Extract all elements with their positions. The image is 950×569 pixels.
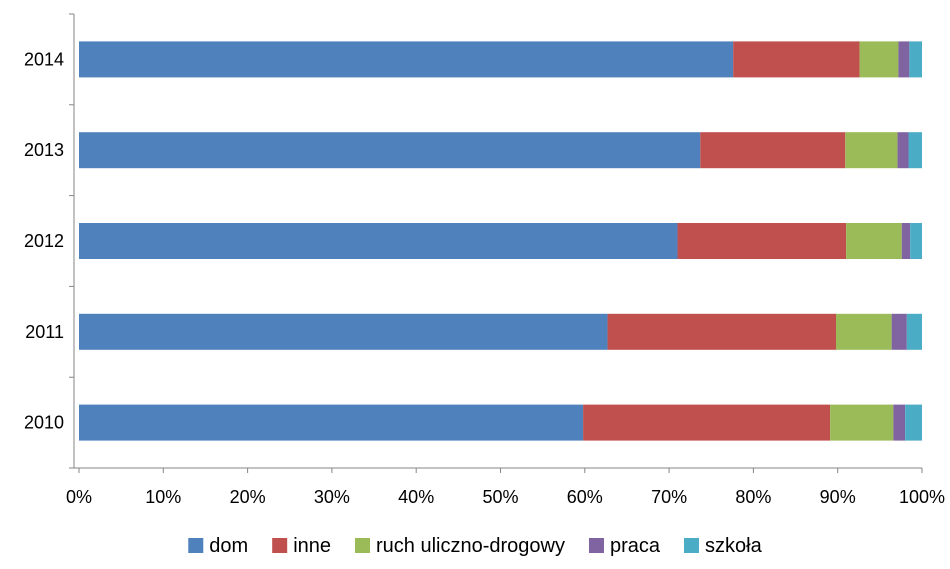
legend-item-dom: dom [188, 535, 248, 557]
bar-segment-2012-inne [677, 223, 847, 259]
legend-swatch [684, 538, 700, 553]
category-label-2012: 2012 [24, 231, 64, 251]
legend-label: ruch uliczno-drogowy [376, 535, 565, 557]
bar-segment-2013-dom [79, 132, 701, 169]
legend-label: dom [209, 535, 248, 557]
legend-label: praca [610, 535, 661, 557]
legend-swatch [588, 538, 604, 553]
legend-swatch [188, 538, 204, 553]
bar-segment-2013-szkoła [908, 132, 922, 169]
x-tick-label: 60% [567, 487, 603, 507]
bar-segment-2010-inne [583, 404, 831, 441]
bar-segment-2014-praca [898, 41, 910, 78]
bar-segment-2012-szkoła [910, 223, 922, 259]
labels-layer: 2010 2011 2012 2013 2014 0% 10% 20% 30% 40% 50% 60%… [24, 49, 945, 507]
bar-segment-2012-praca [901, 223, 911, 259]
bar-segment-2013-inne [700, 132, 846, 169]
bar-segment-2013-praca [897, 132, 909, 169]
x-tick-label: 0% [66, 487, 92, 507]
bars-layer [79, 41, 922, 441]
legend-item-praca: praca [588, 535, 661, 557]
x-tick-label: 20% [230, 487, 266, 507]
bar-segment-2010-ruch-uliczno-drogowy [830, 404, 894, 441]
bar-segment-2011-dom [79, 313, 608, 350]
x-tick-label: 90% [820, 487, 856, 507]
bar-segment-2011-inne [607, 313, 837, 350]
category-label-2010: 2010 [24, 413, 64, 433]
x-tick-label: 50% [482, 487, 518, 507]
bar-segment-2014-inne [733, 41, 860, 78]
legend-item-ruch-uliczno-drogowy: ruch uliczno-drogowy [355, 535, 565, 557]
x-tick-label: 70% [651, 487, 687, 507]
bar-segment-2010-praca [893, 404, 906, 441]
bar-segment-2014-szkoła [909, 41, 922, 78]
x-tick-label: 30% [314, 487, 350, 507]
legend-swatch [355, 538, 370, 553]
bar-segment-2011-szkoła [906, 313, 922, 350]
x-tick-label: 100% [899, 487, 945, 507]
bar-segment-2010-szkoła [905, 404, 922, 441]
bar-segment-2012-ruch-uliczno-drogowy [846, 223, 902, 259]
category-label-2013: 2013 [24, 140, 64, 160]
axes-layer [69, 13, 923, 473]
bar-segment-2011-praca [891, 313, 907, 350]
bar-segment-2012-dom [79, 223, 678, 259]
bar-segment-2014-dom [79, 41, 734, 78]
bar-segment-2014-ruch-uliczno-drogowy [859, 41, 899, 78]
legend-item-szkoła: szkoła [684, 535, 763, 557]
bar-segment-2011-ruch-uliczno-drogowy [836, 313, 892, 350]
x-tick-label: 40% [398, 487, 434, 507]
bar-segment-2010-dom [79, 404, 584, 441]
category-label-2014: 2014 [24, 49, 64, 69]
legend: dom inne ruch uliczno-drogowy praca szkoła [188, 535, 763, 557]
x-tick-label: 80% [735, 487, 771, 507]
legend-label: szkoła [705, 535, 763, 557]
legend-swatch [272, 538, 288, 553]
bar-segment-2013-ruch-uliczno-drogowy [845, 132, 898, 169]
legend-item-inne: inne [272, 535, 331, 557]
category-label-2011: 2011 [25, 322, 64, 342]
legend-label: inne [293, 535, 331, 557]
x-tick-label: 10% [145, 487, 181, 507]
